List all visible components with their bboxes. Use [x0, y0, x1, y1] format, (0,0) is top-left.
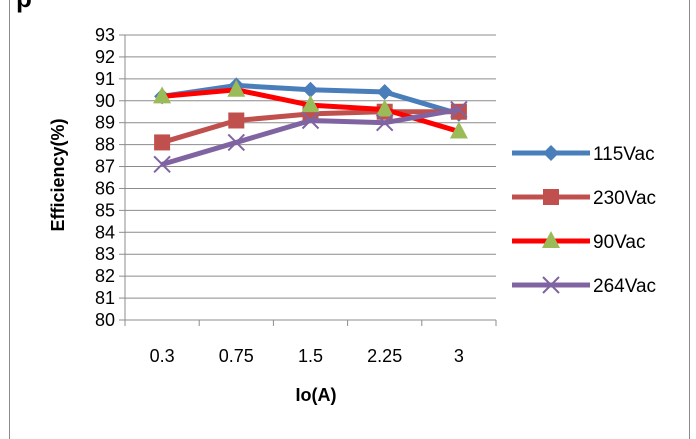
y-tick-label: 90	[95, 91, 115, 111]
legend-marker	[543, 145, 559, 161]
legend-label: 264Vac	[593, 276, 656, 297]
y-tick-label: 80	[95, 310, 115, 330]
x-tick-labels: 0.3 0.75 1.5 2.25 3	[150, 346, 464, 366]
data-point	[227, 133, 246, 152]
data-point	[301, 111, 320, 130]
series-264Vac	[153, 100, 468, 174]
chart-title-fragment: p	[16, 0, 32, 14]
legend-marker	[542, 276, 560, 294]
chart-frame	[9, 0, 690, 439]
legend-marker	[543, 189, 559, 205]
x-tick-label: 3	[454, 346, 464, 366]
y-tick-label: 92	[95, 47, 115, 67]
axes	[119, 34, 497, 326]
y-tick-label: 88	[95, 135, 115, 155]
y-tick-label: 83	[95, 244, 115, 264]
data-point	[153, 86, 172, 104]
legend-label: 115Vac	[593, 144, 655, 165]
y-tick-label: 93	[95, 25, 115, 45]
legend: 115Vac 230Vac 90Vac 264Vac	[512, 144, 656, 297]
marker-stroke	[153, 155, 171, 174]
x-tick-label: 0.75	[219, 346, 254, 366]
data-point	[302, 81, 319, 98]
data-point	[227, 79, 246, 97]
legend-marker	[542, 231, 560, 248]
y-axis-title: Efficiency(%)	[48, 118, 68, 231]
y-tick-label: 89	[95, 113, 115, 133]
y-tick-label: 84	[95, 222, 115, 242]
data-point	[375, 99, 394, 117]
data-point	[375, 113, 394, 132]
data-point	[449, 121, 468, 139]
marker-stroke	[301, 111, 320, 130]
data-point	[376, 84, 393, 100]
legend-item-264Vac: 264Vac	[512, 276, 656, 297]
data-point	[154, 134, 171, 151]
x-axis-title: Io(A)	[296, 385, 337, 405]
legend-label: 90Vac	[593, 232, 645, 253]
y-tick-label: 85	[95, 200, 115, 220]
x-tick-label: 1.5	[298, 346, 323, 366]
data-point	[153, 155, 171, 174]
x-tick-label: 0.3	[150, 346, 175, 366]
legend-label: 230Vac	[593, 188, 656, 209]
y-tick-label: 87	[95, 157, 115, 177]
legend-item-230Vac: 230Vac	[512, 188, 656, 209]
series-lines	[153, 77, 468, 174]
data-point	[228, 112, 245, 129]
y-tick-label: 82	[95, 266, 115, 286]
marker-stroke	[542, 276, 560, 294]
y-tick-label: 91	[95, 69, 115, 89]
data-point	[450, 100, 468, 119]
y-tick-label: 86	[95, 178, 115, 198]
gridlines	[125, 34, 496, 299]
data-point	[301, 95, 320, 113]
marker-stroke	[227, 133, 246, 152]
legend-item-115Vac: 115Vac	[512, 144, 655, 165]
legend-item-90Vac: 90Vac	[512, 231, 645, 253]
marker-stroke	[375, 113, 394, 132]
x-tick-label: 2.25	[367, 346, 402, 366]
y-tick-label: 81	[95, 288, 115, 308]
marker-stroke	[450, 100, 468, 119]
